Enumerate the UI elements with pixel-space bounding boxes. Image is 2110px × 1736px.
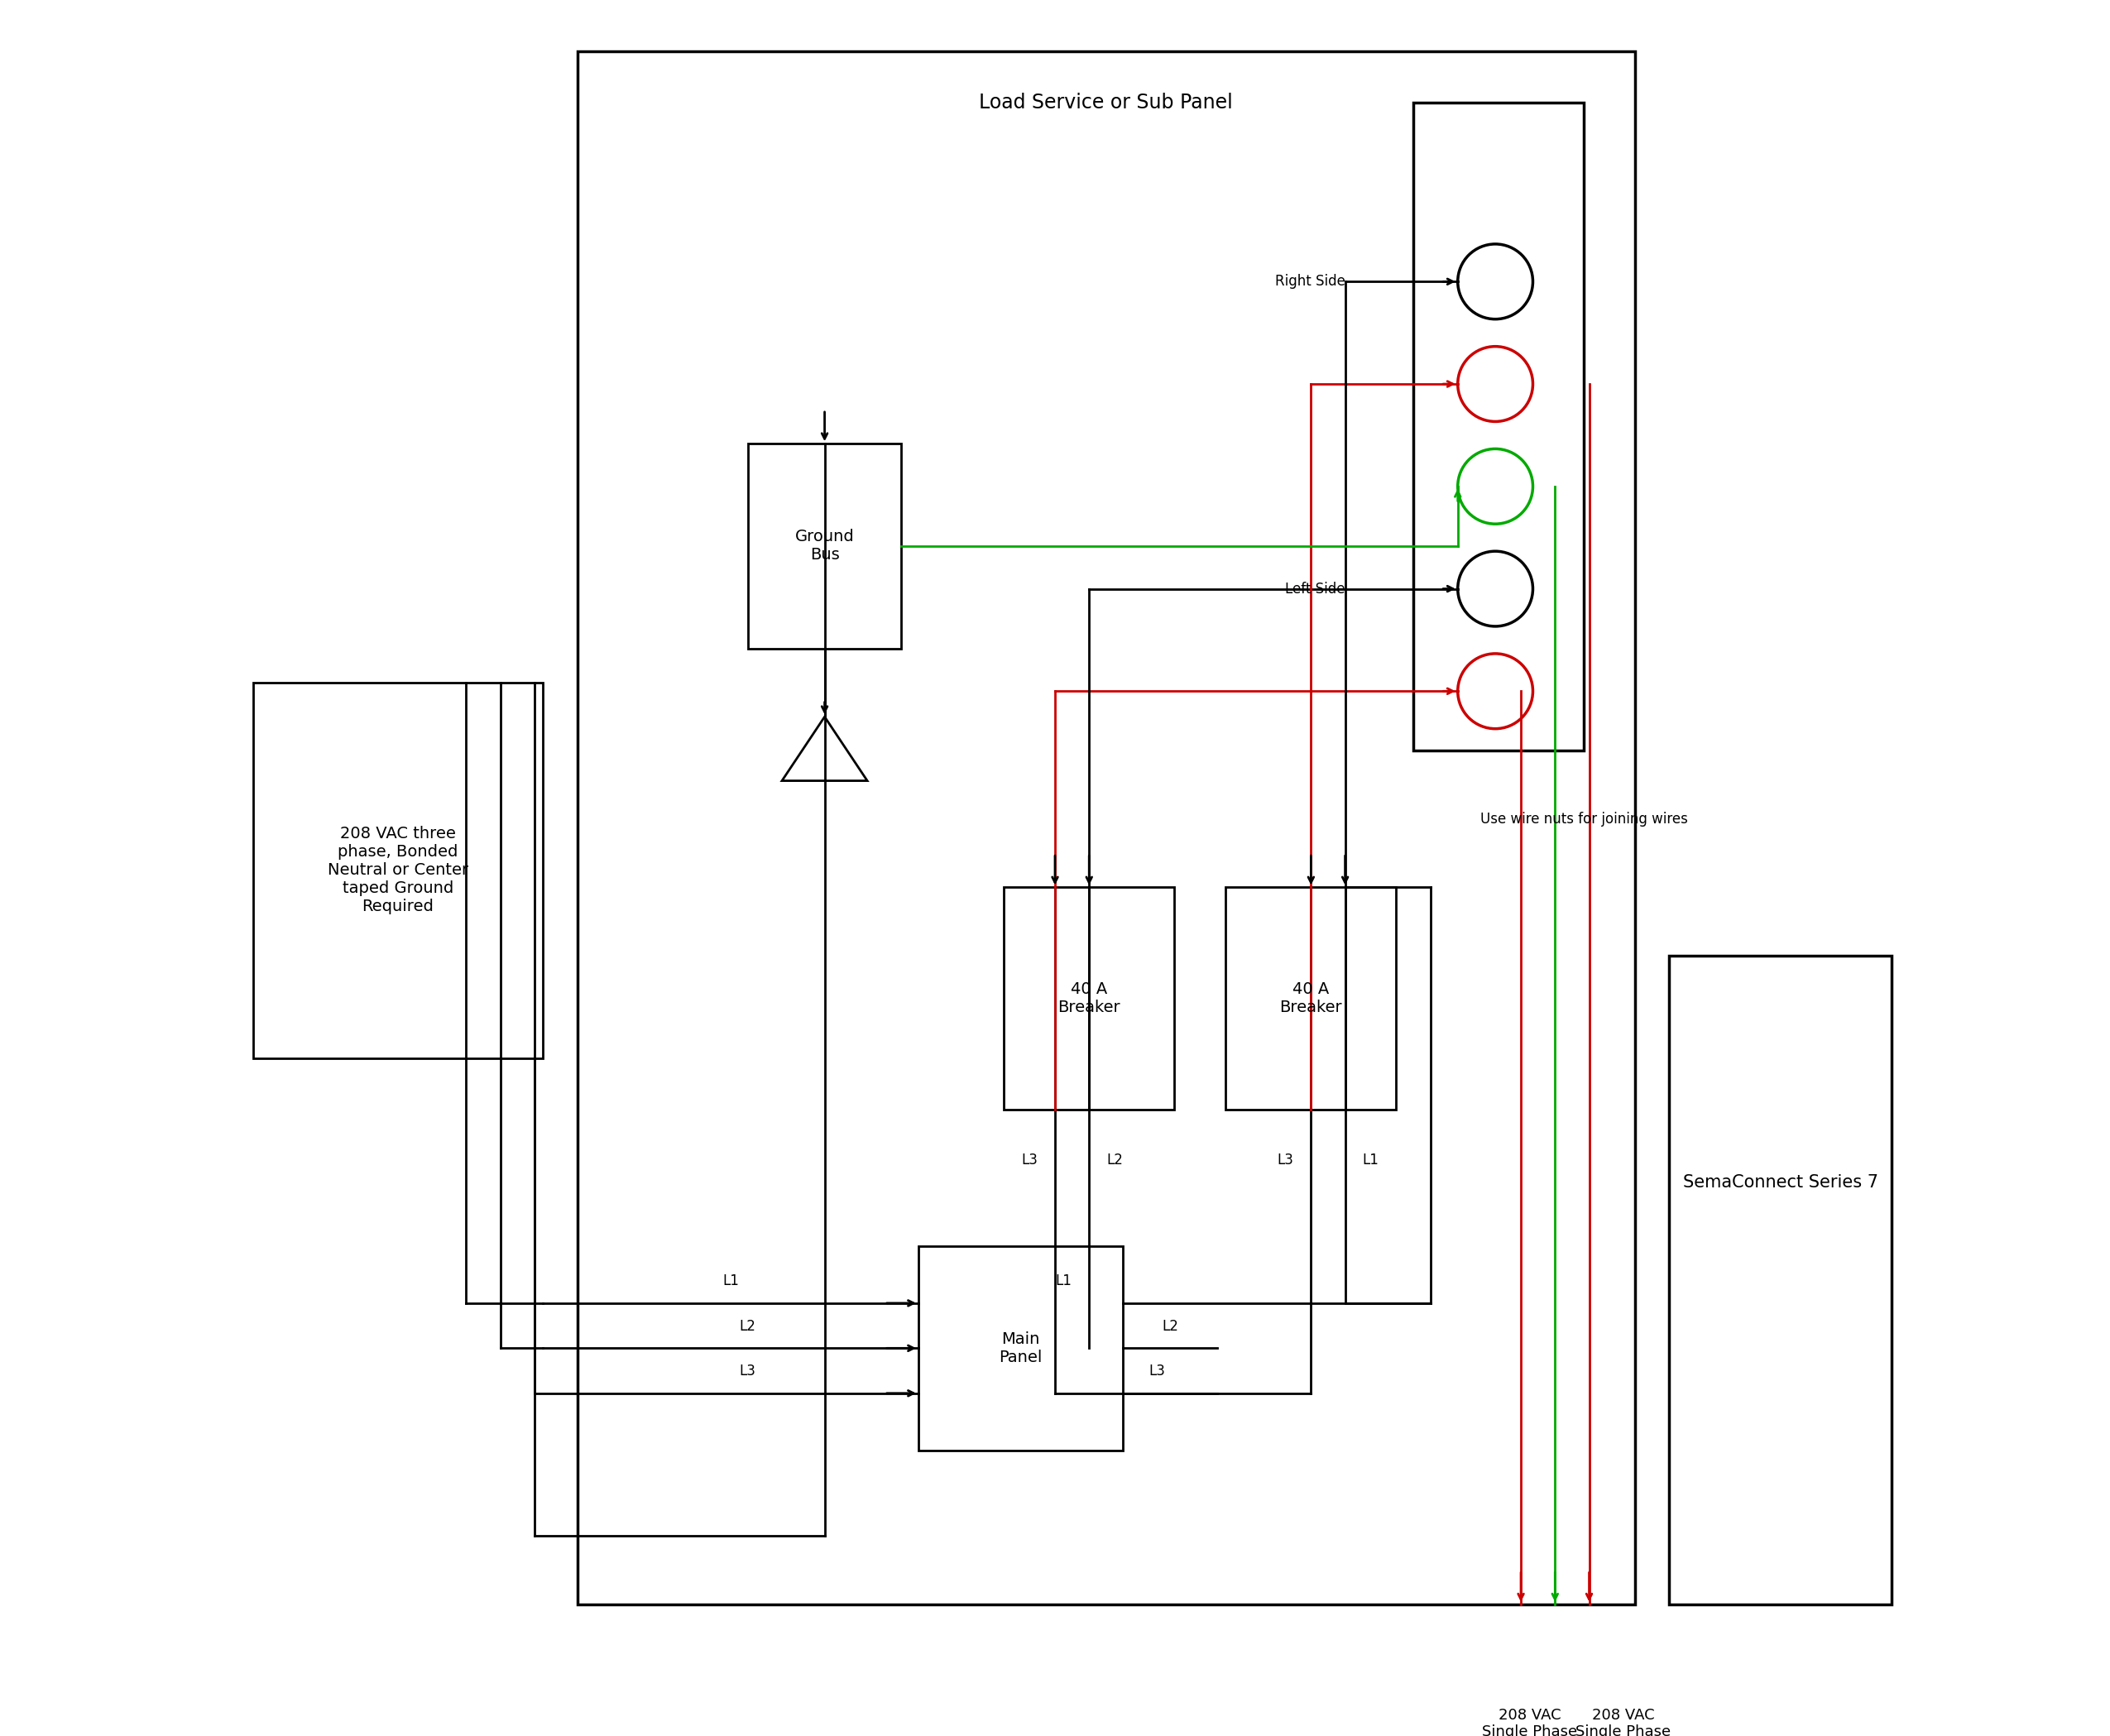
Bar <box>1669 957 1891 1604</box>
Text: Right Side: Right Side <box>1274 274 1344 288</box>
Bar <box>1414 102 1585 752</box>
Text: L3: L3 <box>741 1363 755 1378</box>
Text: L1: L1 <box>1363 1153 1380 1168</box>
Bar <box>1226 887 1397 1109</box>
Bar <box>253 682 542 1057</box>
Text: SemaConnect Series 7: SemaConnect Series 7 <box>1682 1174 1878 1191</box>
Text: 208 VAC
Single Phase: 208 VAC Single Phase <box>1481 1708 1576 1736</box>
Text: Ground
Bus: Ground Bus <box>795 529 855 562</box>
Text: Load Service or Sub Panel: Load Service or Sub Panel <box>979 92 1232 113</box>
Text: 208 VAC
Single Phase: 208 VAC Single Phase <box>1576 1708 1671 1736</box>
Text: L1: L1 <box>1055 1274 1072 1288</box>
Text: 40 A
Breaker: 40 A Breaker <box>1279 981 1342 1016</box>
Text: L2: L2 <box>741 1319 755 1333</box>
Text: L3: L3 <box>1150 1363 1165 1378</box>
Text: 208 VAC three
phase, Bonded
Neutral or Center
taped Ground
Required: 208 VAC three phase, Bonded Neutral or C… <box>327 826 468 915</box>
Circle shape <box>1458 245 1532 319</box>
Text: 40 A
Breaker: 40 A Breaker <box>1057 981 1120 1016</box>
Bar <box>747 444 901 649</box>
Text: L2: L2 <box>1106 1153 1123 1168</box>
Circle shape <box>1458 450 1532 524</box>
Circle shape <box>1458 347 1532 422</box>
Text: Main
Panel: Main Panel <box>1000 1332 1042 1364</box>
Circle shape <box>1458 552 1532 627</box>
Text: Use wire nuts for joining wires: Use wire nuts for joining wires <box>1481 812 1688 826</box>
Bar <box>578 50 1635 1604</box>
Text: L3: L3 <box>1021 1153 1038 1168</box>
Text: L3: L3 <box>1277 1153 1293 1168</box>
Bar <box>918 1246 1123 1451</box>
Bar <box>1004 887 1175 1109</box>
Text: L1: L1 <box>722 1274 738 1288</box>
Text: L2: L2 <box>1163 1319 1177 1333</box>
Circle shape <box>1458 654 1532 729</box>
Text: Left Side: Left Side <box>1285 582 1344 595</box>
